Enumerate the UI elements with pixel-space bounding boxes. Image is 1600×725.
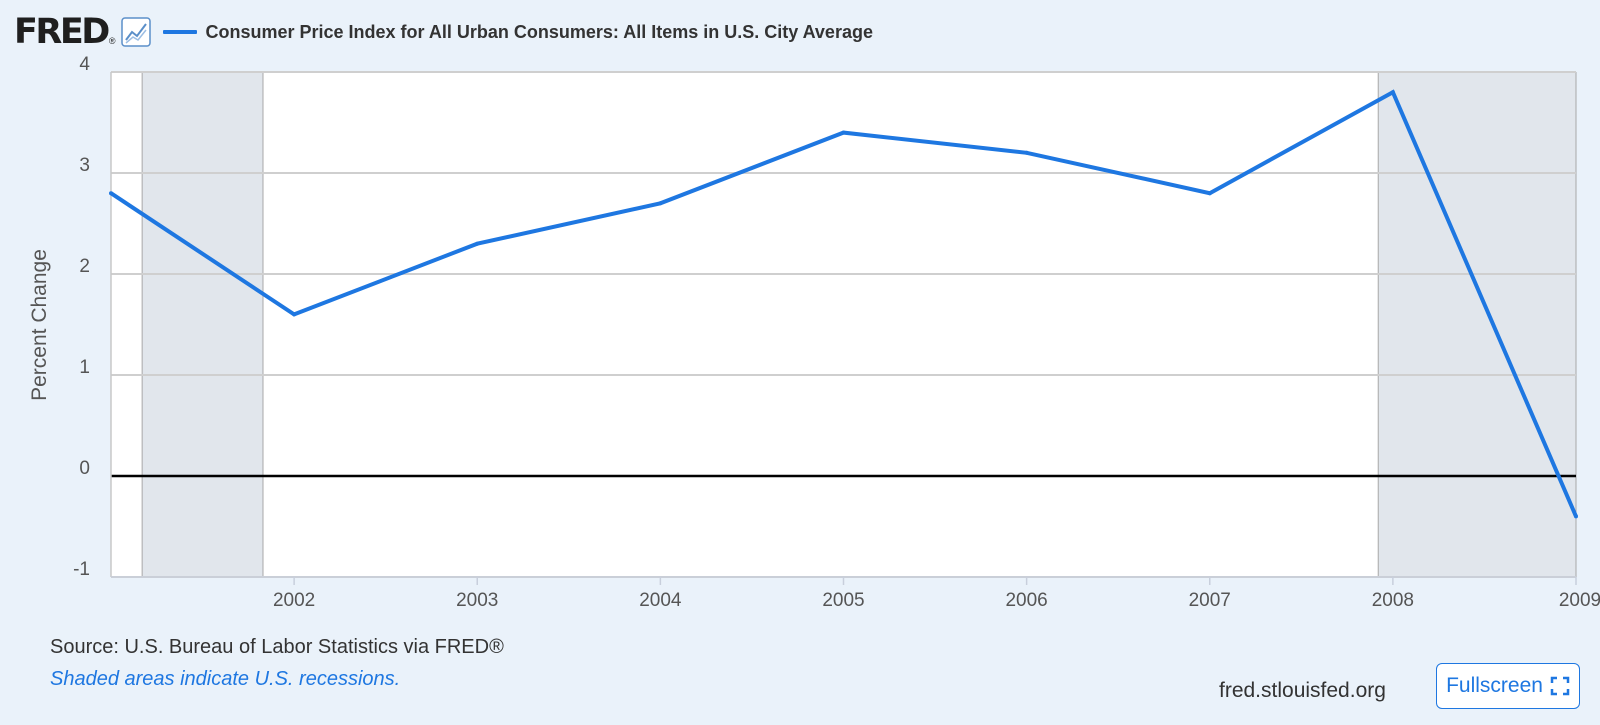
data-point[interactable]: [658, 201, 663, 206]
series-title: Consumer Price Index for All Urban Consu…: [205, 21, 873, 42]
x-tick-label: 2007: [1189, 590, 1231, 611]
chart: 4 3 2 1 0 -1 2002 2003 2004 2005 2006 2007 2008 2009…: [28, 54, 1600, 611]
recession-band-1: [1378, 72, 1576, 577]
y-tick-label: 4: [79, 54, 90, 75]
x-tick-label: 2004: [639, 590, 682, 611]
recession-shading: [141, 72, 1577, 577]
x-tick-label: 2002: [273, 590, 315, 611]
y-tick-label: 3: [79, 155, 90, 176]
y-tick-label: 0: [79, 458, 90, 479]
x-tick-label: 2009: [1559, 590, 1600, 611]
x-tick-label: 2006: [1005, 590, 1047, 611]
y-axis-label: Percent Change: [28, 249, 51, 401]
data-point[interactable]: [841, 130, 846, 135]
site-link[interactable]: fred.stlouisfed.org: [1219, 679, 1386, 702]
data-point[interactable]: [109, 191, 113, 196]
recession-note[interactable]: Shaded areas indicate U.S. recessions.: [50, 668, 401, 690]
data-point[interactable]: [292, 312, 297, 317]
data-point[interactable]: [1390, 90, 1395, 95]
plot-background: [111, 72, 1576, 577]
data-point[interactable]: [1024, 150, 1029, 155]
fullscreen-icon: [1550, 676, 1570, 696]
y-tick-label: -1: [73, 559, 90, 580]
recession-band-0: [142, 72, 263, 577]
y-tick-label: 1: [79, 357, 90, 378]
data-point[interactable]: [1207, 191, 1212, 196]
y-axis-ticks: 4 3 2 1 0 -1: [73, 54, 90, 580]
x-tick-label: 2005: [822, 590, 864, 611]
graph-icon: [121, 17, 152, 47]
legend-swatch: [163, 30, 198, 34]
fullscreen-button[interactable]: Fullscreen: [1436, 663, 1580, 709]
source-text: Source: U.S. Bureau of Labor Statistics …: [50, 636, 504, 658]
x-tick-label: 2003: [456, 590, 498, 611]
fred-logo[interactable]: FRED: [14, 12, 110, 52]
series-layer: [109, 89, 1578, 519]
y-tick-label: 2: [79, 256, 90, 277]
registered-mark: ®: [108, 36, 116, 46]
chart-header: FRED ® Consumer Price Index for All Urba…: [14, 12, 873, 52]
data-point[interactable]: [1574, 514, 1578, 519]
x-tick-label: 2008: [1372, 590, 1414, 611]
data-point[interactable]: [475, 241, 480, 246]
fullscreen-label: Fullscreen: [1446, 674, 1543, 697]
x-axis-ticks: 2002 2003 2004 2005 2006 2007 2008 2009: [273, 577, 1600, 611]
